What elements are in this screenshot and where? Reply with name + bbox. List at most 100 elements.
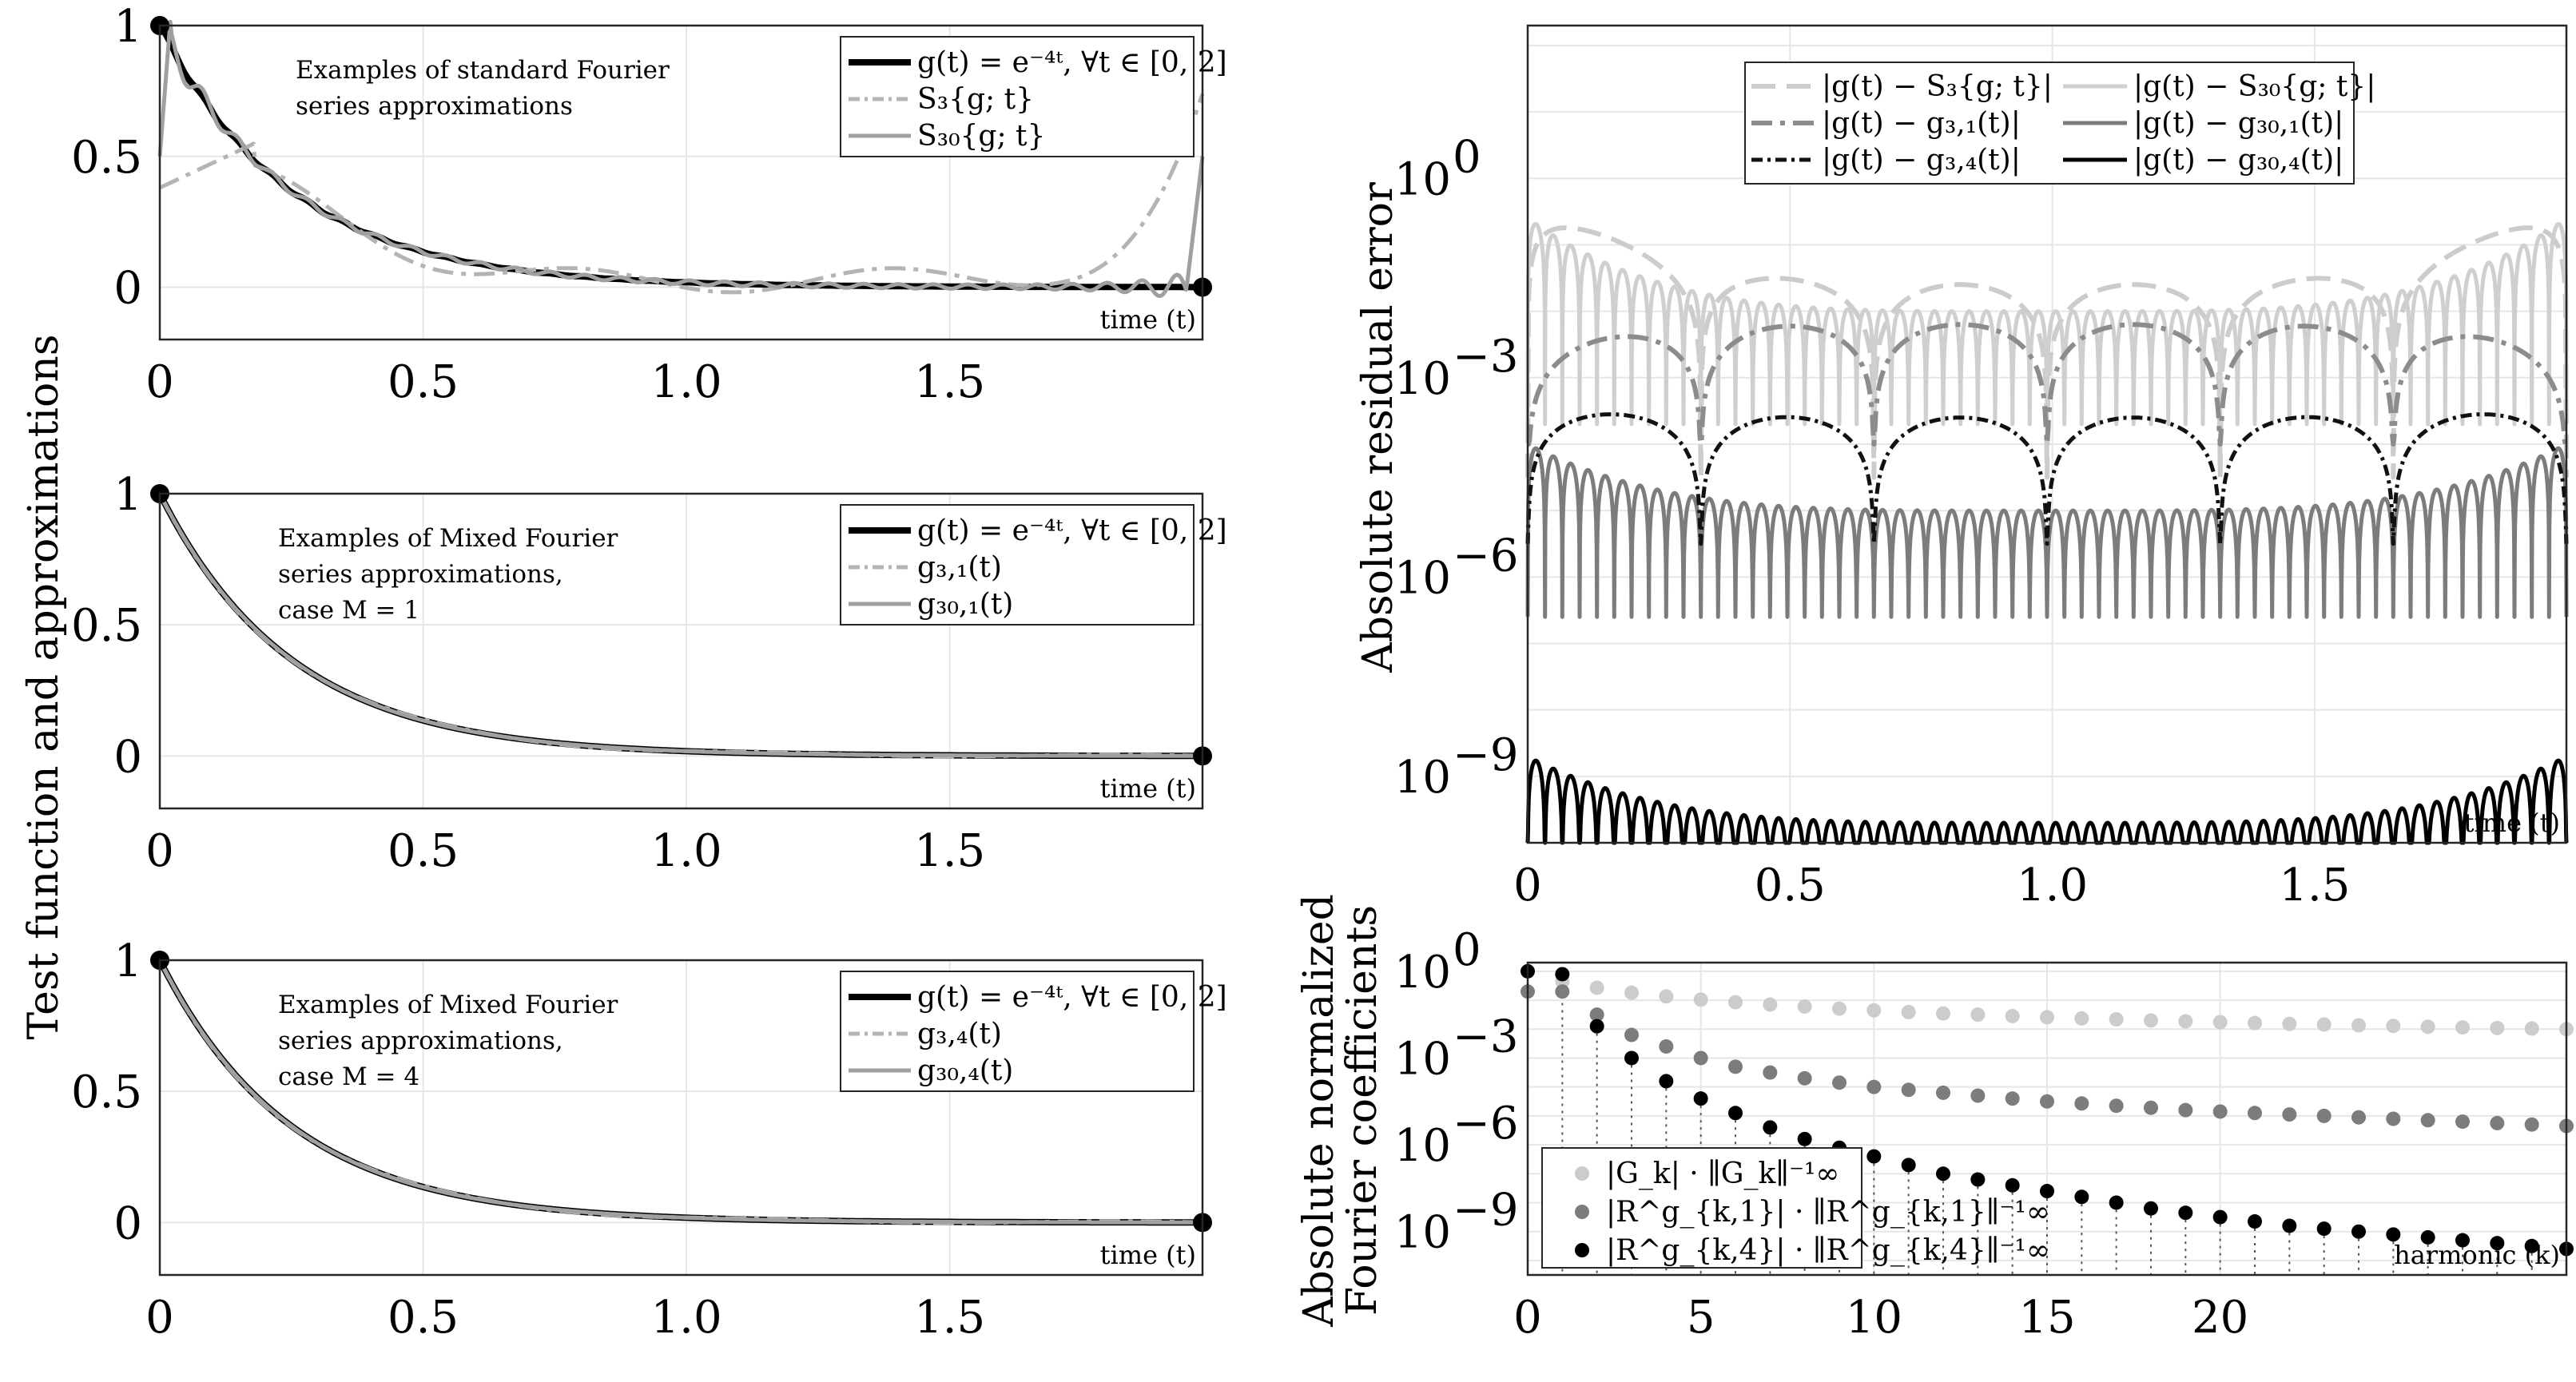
coefficient-point-s3-k26 xyxy=(2420,1229,2435,1245)
coefficient-point-s1-k22 xyxy=(2282,1016,2297,1031)
annotation-line: series approximations, xyxy=(278,1027,563,1055)
coefficient-point-s2-k28 xyxy=(2490,1115,2505,1130)
x-tick-label: 0.5 xyxy=(388,356,459,408)
x-tick-label: 1.5 xyxy=(2279,860,2350,911)
coefficient-point-s1-k27 xyxy=(2455,1020,2470,1035)
coefficient-point-s3-k4 xyxy=(1659,1074,1674,1089)
coefficient-point-s1-k14 xyxy=(2005,1008,2020,1023)
coefficient-point-s1-k10 xyxy=(1866,1003,1882,1018)
annotation-line: series approximations, xyxy=(278,560,563,589)
y-tick-label: 10 xyxy=(1394,1207,1451,1259)
coefficient-point-s2-k13 xyxy=(1970,1088,1986,1103)
coefficient-point-s1-k8 xyxy=(1797,999,1812,1015)
annotation-line: case M = 4 xyxy=(278,1062,419,1091)
coefficient-point-s3-k13 xyxy=(1970,1172,1986,1187)
y-tick-label: 10 xyxy=(1394,552,1451,604)
axes-frame xyxy=(158,492,1204,810)
coefficient-point-s1-k18 xyxy=(2144,1013,2158,1028)
y-tick-label: 0 xyxy=(113,731,142,783)
coefficient-point-s2-k23 xyxy=(2316,1108,2332,1123)
coefficient-point-s3-k7 xyxy=(1763,1120,1778,1135)
coefficient-point-s1-k3 xyxy=(1624,985,1639,1000)
x-tick-label: 15 xyxy=(2018,1292,2075,1344)
y-tick-exponent: −6 xyxy=(1453,1098,1519,1150)
coefficient-point-s1-k11 xyxy=(1901,1004,1916,1019)
coefficient-point-s3-k21 xyxy=(2248,1214,2262,1229)
y-tick-exponent: −9 xyxy=(1453,1185,1519,1237)
legend-marker-2 xyxy=(1575,1205,1589,1219)
coefficient-point-s2-k26 xyxy=(2420,1113,2435,1128)
y-tick-exponent: −3 xyxy=(1453,1011,1519,1062)
coefficient-point-s1-k24 xyxy=(2351,1018,2366,1033)
coefficient-point-s3-k2 xyxy=(1589,1019,1604,1034)
annotation-line: case M = 1 xyxy=(278,596,419,625)
x-tick-label: 0.5 xyxy=(388,825,459,877)
coefficient-point-s2-k16 xyxy=(2074,1096,2089,1111)
y-tick-label: 10 xyxy=(1394,353,1451,405)
coefficient-point-s3-k12 xyxy=(1936,1166,1950,1181)
x-tick-label: 1.0 xyxy=(651,825,722,877)
axes-frame xyxy=(158,959,1204,1277)
y-tick-label: 0 xyxy=(113,263,142,315)
legend-label-6: |g(t) − g₃₀,₄(t)| xyxy=(2133,144,2343,177)
legend-label-1: g(t) = e⁻⁴ᵗ, ∀t ∈ [0, 2] xyxy=(917,514,1227,547)
axes-frame xyxy=(158,24,1204,341)
coefficient-point-s2-k15 xyxy=(2040,1094,2054,1109)
x-tick-label: 0.5 xyxy=(1755,860,1826,911)
coefficient-point-s1-k17 xyxy=(2109,1011,2124,1027)
y-tick-label: 0 xyxy=(113,1197,142,1249)
y-tick-exponent: −9 xyxy=(1453,729,1519,781)
coefficient-point-s2-k7 xyxy=(1763,1065,1778,1080)
coefficient-point-s3-k18 xyxy=(2144,1201,2158,1216)
chart-standard-fourier: 0 0.5 1.0 1.5 0 0.5 1 time (t) Examples of stand… xyxy=(71,1,1227,408)
y-tick-label: 1 xyxy=(113,1,142,53)
coefficient-point-s2-k1 xyxy=(1555,984,1570,999)
y-tick-label: 10 xyxy=(1394,1120,1451,1172)
coefficient-point-s2-k20 xyxy=(2212,1104,2228,1119)
x-tick-label: 0 xyxy=(145,1292,174,1344)
y-tick-label: 10 xyxy=(1394,1033,1451,1085)
y-tick-label: 1 xyxy=(113,935,142,987)
coefficient-point-s3-k3 xyxy=(1624,1050,1639,1066)
coefficient-point-s3-k1 xyxy=(1555,967,1570,982)
coefficient-point-s2-k17 xyxy=(2109,1098,2124,1114)
legend-label-2: S₃{g; t} xyxy=(917,83,1034,116)
coefficient-point-s1-k21 xyxy=(2248,1015,2262,1031)
legend-label-2: g₃,₁(t) xyxy=(917,551,1002,584)
error-series-4 xyxy=(1525,446,2569,619)
legend-label-4: |g(t) − g₃₀,₁(t)| xyxy=(2133,107,2343,140)
coefficient-point-s2-k12 xyxy=(1936,1085,1950,1100)
coefficient-point-s1-k2 xyxy=(1589,980,1604,995)
chart-mixed-fourier-m4: 0 0.5 1.0 1.5 0 0.5 1 time (t) Examples of Mixed… xyxy=(71,935,1227,1344)
coefficient-point-s3-k8 xyxy=(1797,1131,1812,1146)
coefficient-point-s3-k15 xyxy=(2040,1184,2054,1199)
coefficient-point-s3-k25 xyxy=(2386,1227,2401,1242)
legend-box xyxy=(1744,62,2355,185)
coefficient-point-s2-k21 xyxy=(2248,1106,2262,1121)
annotation-line: Examples of Mixed Fourier xyxy=(278,991,618,1019)
legend-label-3: g₃₀,₁(t) xyxy=(917,588,1013,621)
coefficient-point-s2-k9 xyxy=(1832,1075,1847,1090)
coefficient-point-s2-k19 xyxy=(2178,1102,2193,1118)
coefficient-point-s2-k27 xyxy=(2455,1114,2470,1130)
annotation-line: Examples of Mixed Fourier xyxy=(278,524,618,553)
x-tick-label: 1.0 xyxy=(651,1292,722,1344)
x-tick-label: 1.0 xyxy=(651,356,722,408)
series-line-3 xyxy=(157,492,1203,758)
coefficient-point-s2-k11 xyxy=(1901,1082,1916,1098)
x-tick-label: 20 xyxy=(2192,1292,2248,1344)
series-line-3 xyxy=(157,959,1203,1225)
legend-marker-3 xyxy=(1575,1243,1589,1257)
coefficient-point-s1-k26 xyxy=(2420,1019,2435,1035)
coefficient-point-s2-k5 xyxy=(1693,1050,1708,1066)
y-tick-label: 0.5 xyxy=(71,1066,142,1118)
error-series-3 xyxy=(1526,322,2568,447)
coefficient-point-s3-k11 xyxy=(1901,1158,1916,1173)
coefficient-point-s2-k6 xyxy=(1728,1059,1743,1074)
coefficient-point-s2-k25 xyxy=(2386,1111,2401,1126)
coefficient-point-s1-k29 xyxy=(2524,1021,2539,1036)
coefficient-point-s1-k13 xyxy=(1970,1007,1986,1023)
y-tick-exponent: 0 xyxy=(1453,924,1481,976)
coefficient-point-s3-k20 xyxy=(2212,1209,2228,1225)
